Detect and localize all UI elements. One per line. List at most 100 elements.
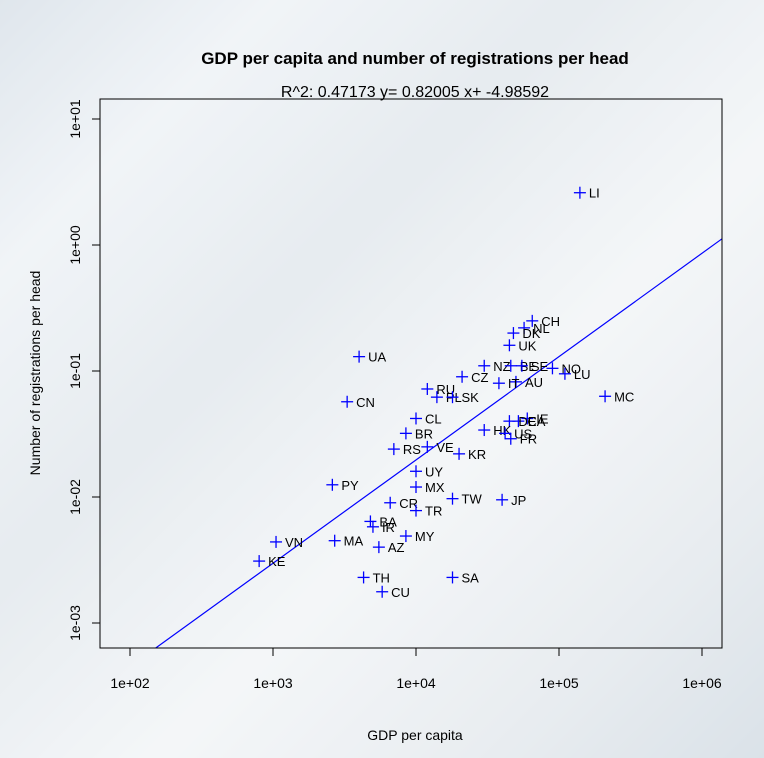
- data-point-lu: LU: [558, 367, 591, 382]
- data-point-au: AU: [509, 375, 543, 390]
- plot-frame: [99, 98, 723, 649]
- point-label: CA: [527, 414, 545, 429]
- regression-layer: [154, 238, 722, 648]
- point-label: DK: [522, 326, 540, 341]
- point-label: DE: [518, 414, 536, 429]
- point-label: MA: [344, 534, 364, 549]
- data-point-cn: CN: [341, 395, 375, 410]
- point-label: CU: [391, 585, 410, 600]
- point-label: VE: [436, 440, 454, 455]
- point-label: IT: [508, 376, 520, 391]
- point-label: IE: [536, 411, 549, 426]
- data-point-li: LI: [573, 186, 600, 201]
- data-point-uk: UK: [503, 338, 537, 353]
- data-point-ke: KE: [253, 554, 286, 569]
- point-label: LU: [574, 367, 591, 382]
- point-label: NL: [533, 321, 550, 336]
- data-point-us: US: [499, 426, 533, 441]
- data-point-ie: IE: [521, 411, 549, 426]
- point-label: AZ: [388, 540, 405, 555]
- data-point-ma: MA: [328, 534, 364, 549]
- data-point-mx: MX: [410, 480, 445, 495]
- data-point-se: SE: [515, 359, 549, 374]
- data-point-ba: BA: [364, 514, 397, 529]
- point-label: SA: [462, 570, 480, 585]
- point-label: CR: [399, 496, 418, 511]
- point-label: CH: [541, 314, 560, 329]
- point-label: NZ: [493, 359, 510, 374]
- x-tick-label: 1e+04: [396, 675, 436, 691]
- point-label: RU: [436, 382, 455, 397]
- data-point-mc: MC: [599, 389, 634, 404]
- data-point-ru: RU: [421, 382, 455, 397]
- y-tick-label: 1e+00: [67, 225, 83, 265]
- point-label: MC: [614, 389, 634, 404]
- data-point-cl: CL: [410, 411, 442, 426]
- point-label: UK: [518, 338, 536, 353]
- point-label: RS: [403, 442, 421, 457]
- data-point-cz: CZ: [456, 370, 488, 385]
- y-axis-label: Number of registrations per head: [27, 271, 43, 476]
- point-label: AU: [525, 375, 543, 390]
- point-label: SE: [531, 359, 549, 374]
- data-point-py: PY: [326, 478, 359, 493]
- y-tick-label: 1e-03: [67, 605, 83, 641]
- data-point-uy: UY: [410, 464, 443, 479]
- y-tick-label: 1e+01: [67, 99, 83, 139]
- data-point-sk: SK: [446, 390, 479, 405]
- point-label: BA: [379, 514, 397, 529]
- point-label: TR: [425, 504, 442, 519]
- data-point-tr: TR: [410, 504, 442, 519]
- point-label: JP: [511, 493, 526, 508]
- point-label: UY: [425, 464, 443, 479]
- data-point-my: MY: [399, 529, 435, 544]
- data-point-az: AZ: [372, 540, 405, 555]
- data-point-rs: RS: [387, 442, 421, 457]
- data-point-jp: JP: [496, 493, 526, 508]
- data-point-sa: SA: [446, 570, 480, 585]
- x-axis-label: GDP per capita: [367, 727, 463, 743]
- point-label: MY: [415, 529, 435, 544]
- point-label: HK: [493, 423, 511, 438]
- data-point-hk: HK: [478, 423, 512, 438]
- point-label: IR: [382, 520, 395, 535]
- data-point-ua: UA: [353, 350, 386, 365]
- data-point-kr: KR: [453, 447, 486, 462]
- data-point-br: BR: [399, 426, 433, 441]
- point-label: NO: [561, 361, 581, 376]
- regression-line: [154, 238, 722, 648]
- data-point-tw: TW: [446, 492, 483, 507]
- data-point-no: NO: [546, 361, 581, 376]
- point-label: PY: [341, 478, 359, 493]
- data-point-nl: NL: [518, 321, 550, 336]
- point-label: US: [514, 426, 532, 441]
- point-label: VN: [285, 535, 303, 550]
- data-point-cu: CU: [376, 585, 410, 600]
- data-point-it: IT: [492, 376, 520, 391]
- data-point-ve: VE: [421, 440, 454, 455]
- axes: 1e+02 1e+03 1e+04 1e+05 1e+06 1e-03 1e-02 1e-01…: [67, 99, 722, 691]
- x-tick-label: 1e+06: [682, 675, 722, 691]
- x-tick-label: 1e+05: [539, 675, 579, 691]
- point-label: CN: [356, 395, 375, 410]
- y-tick-label: 1e-01: [67, 353, 83, 389]
- x-tick-label: 1e+03: [253, 675, 293, 691]
- point-label: TH: [373, 570, 390, 585]
- point-label: BE: [520, 359, 538, 374]
- data-point-dk: DK: [507, 326, 541, 341]
- chart-subtitle: R^2: 0.47173 y= 0.82005 x+ -4.98592: [281, 84, 549, 101]
- data-point-fr: FR: [504, 432, 537, 447]
- x-tick-label: 1e+02: [110, 675, 150, 691]
- point-label: MX: [425, 480, 445, 495]
- point-label: CZ: [471, 370, 488, 385]
- data-point-vn: VN: [270, 535, 303, 550]
- point-label: UA: [368, 350, 386, 365]
- point-label: KE: [268, 554, 286, 569]
- point-label: TW: [462, 492, 483, 507]
- point-label: KR: [468, 447, 486, 462]
- y-tick-label: 1e-02: [67, 479, 83, 515]
- chart-title: GDP per capita and number of registratio…: [201, 49, 629, 68]
- data-point-nz: NZ: [478, 359, 511, 374]
